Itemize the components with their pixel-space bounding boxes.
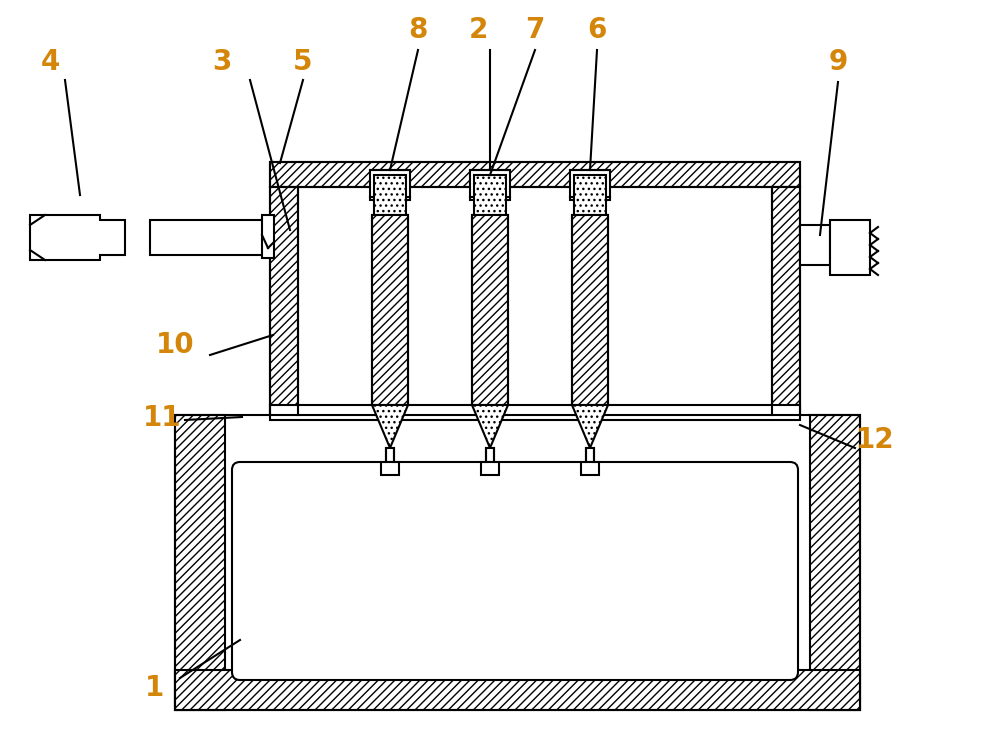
Bar [586, 448, 594, 462]
Bar [470, 170, 510, 200]
Bar [772, 187, 800, 415]
Bar [262, 215, 274, 258]
Bar [175, 415, 225, 710]
Bar [574, 175, 606, 215]
Bar [486, 448, 494, 462]
Bar [386, 448, 394, 462]
FancyBboxPatch shape [232, 462, 798, 680]
Text: 6: 6 [587, 16, 607, 44]
Polygon shape [372, 405, 408, 448]
Bar [370, 170, 410, 200]
Bar [381, 462, 399, 475]
Bar [175, 415, 860, 710]
Bar [270, 162, 800, 415]
Bar [800, 225, 830, 265]
Bar [474, 175, 506, 215]
Text: 12: 12 [856, 426, 894, 454]
Polygon shape [472, 405, 508, 448]
Polygon shape [572, 405, 608, 448]
Text: 7: 7 [525, 16, 545, 44]
Bar [270, 162, 800, 187]
Bar [810, 415, 860, 710]
Text: 3: 3 [212, 48, 232, 76]
Text: 2: 2 [468, 16, 488, 44]
Bar [150, 220, 272, 255]
Bar [581, 462, 599, 475]
Bar [374, 175, 406, 215]
Bar [472, 215, 508, 405]
Bar [372, 215, 408, 405]
Bar [240, 470, 790, 672]
Bar [570, 170, 610, 200]
Polygon shape [30, 215, 125, 260]
Text: 9: 9 [828, 48, 848, 76]
Text: 11: 11 [143, 404, 181, 432]
Bar [270, 187, 298, 415]
Bar [481, 462, 499, 475]
Text: 8: 8 [408, 16, 428, 44]
Text: 5: 5 [293, 48, 313, 76]
Text: 4: 4 [40, 48, 60, 76]
Bar [175, 670, 860, 710]
Text: 1: 1 [145, 674, 165, 702]
Text: 10: 10 [156, 331, 194, 359]
Bar [830, 220, 870, 275]
Bar [572, 215, 608, 405]
Bar [270, 405, 800, 420]
